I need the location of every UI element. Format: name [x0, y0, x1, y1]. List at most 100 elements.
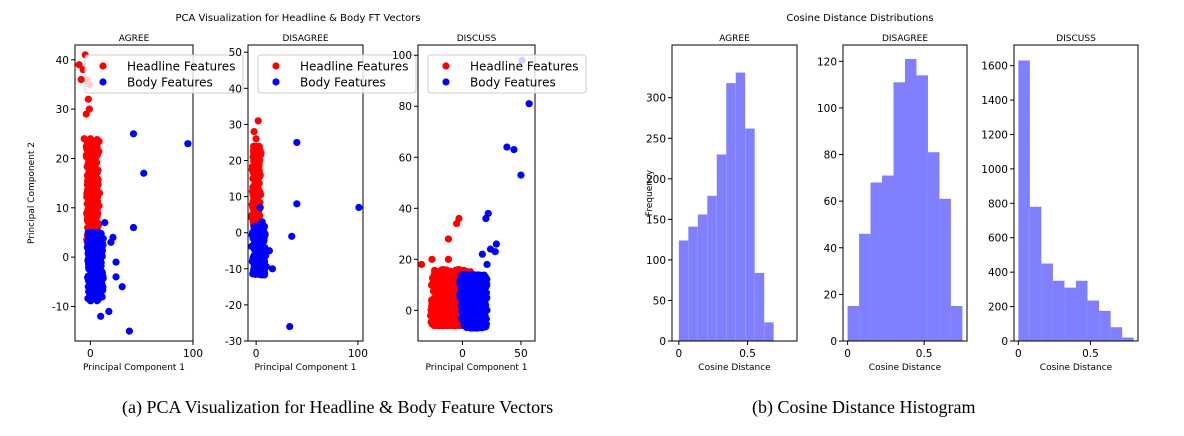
data-point: [77, 75, 85, 84]
x-tick-label: 0.5: [1082, 348, 1099, 360]
data-point: [258, 254, 267, 262]
data-point: [448, 304, 456, 312]
y-tick-label: -10: [225, 264, 242, 276]
data-point: [112, 258, 120, 266]
y-tick-label: -10: [52, 301, 69, 313]
data-point: [440, 273, 448, 281]
pca-figure-title: PCA Visualization for Headline & Body FT…: [175, 13, 420, 24]
data-point: [101, 219, 109, 227]
data-point: [258, 218, 266, 226]
y-tick-label: 120: [817, 56, 837, 68]
histogram-bar: [1087, 300, 1100, 341]
data-point: [483, 260, 491, 269]
data-point: [443, 292, 451, 300]
y-tick-label: -20: [225, 300, 242, 312]
data-point: [254, 148, 262, 156]
y-tick-label: 100: [817, 103, 837, 115]
data-point: [461, 278, 469, 286]
histogram-bar: [697, 214, 708, 341]
legend-marker: [99, 62, 107, 70]
x-axis-label: Cosine Distance: [869, 363, 942, 373]
data-point: [97, 259, 105, 267]
data-point: [442, 299, 450, 308]
data-point: [253, 229, 261, 237]
y-tick-label: 1200: [981, 129, 1008, 141]
y-axis-label: Principal Component 2: [27, 142, 37, 244]
subplot-title: DISCUSS: [457, 34, 497, 44]
x-tick-label: 100: [183, 348, 203, 360]
data-point: [437, 320, 445, 328]
data-point: [98, 269, 106, 277]
data-point: [450, 275, 458, 284]
data-point: [441, 280, 449, 288]
data-point: [89, 150, 97, 159]
legend-label: Body Features: [127, 76, 213, 90]
y-tick-label: 10: [229, 192, 242, 204]
histogram-bar: [939, 198, 951, 341]
y-tick-label: 300: [646, 93, 666, 105]
data-point: [503, 143, 511, 151]
y-tick-label: 0: [830, 336, 837, 348]
data-point: [97, 237, 106, 245]
data-point: [89, 294, 97, 302]
y-tick-label: 80: [824, 150, 837, 162]
data-point: [470, 272, 478, 280]
data-point: [140, 169, 148, 177]
legend-marker: [272, 78, 280, 86]
data-point: [86, 207, 94, 215]
y-tick-label: 800: [988, 198, 1008, 210]
data-point: [478, 297, 486, 305]
histogram-bar: [1064, 287, 1076, 341]
x-tick-label: 0: [1015, 348, 1022, 360]
data-point: [254, 155, 263, 163]
y-tick-label: 200: [646, 174, 666, 186]
data-point: [446, 315, 454, 323]
data-point: [474, 317, 482, 326]
histogram-bar: [893, 82, 905, 341]
data-point: [473, 292, 482, 300]
x-tick-label: 0: [676, 348, 683, 360]
x-axis-label: Principal Component 1: [425, 363, 527, 373]
axes-frame: [74, 44, 194, 342]
histogram-bar: [1052, 280, 1065, 341]
data-point: [88, 140, 97, 148]
histogram-bar: [707, 195, 717, 341]
data-point: [84, 250, 92, 258]
data-point: [92, 179, 101, 187]
series-body: [248, 138, 363, 331]
data-point: [85, 255, 93, 263]
y-tick-label: 40: [56, 55, 69, 67]
legend-label: Body Features: [300, 76, 386, 90]
caption-b: (b) Cosine Distance Histogram: [752, 397, 976, 417]
data-point: [478, 250, 486, 258]
legend-label: Headline Features: [470, 60, 578, 74]
data-point: [455, 214, 463, 223]
data-point: [75, 61, 83, 69]
plot-area: [248, 117, 363, 331]
x-tick-label: 0.5: [739, 348, 756, 360]
data-point: [254, 117, 262, 125]
histogram-bar: [927, 152, 940, 341]
data-point: [476, 282, 484, 290]
series-body: [83, 130, 192, 335]
data-point: [253, 190, 261, 199]
y-tick-label: 50: [229, 47, 242, 59]
data-point: [482, 214, 490, 223]
axes-frame: [671, 44, 798, 342]
data-point: [112, 273, 120, 281]
data-point: [428, 255, 436, 263]
y-tick-label: 20: [399, 254, 412, 266]
legend-box: [427, 54, 587, 94]
data-point: [93, 248, 101, 256]
legend-label: Body Features: [470, 76, 556, 90]
panel-3: 0 0.5 0 50 100 150 200 250 300 AGREE Cosine Distan…: [645, 34, 798, 373]
data-point: [94, 275, 102, 283]
y-tick-label: 400: [988, 267, 1008, 279]
series-body: [455, 56, 533, 332]
plot-area: [418, 56, 533, 332]
data-point: [97, 231, 105, 239]
histogram-bar: [882, 175, 894, 341]
y-tick-label: 1400: [981, 95, 1008, 107]
axes-frame: [417, 44, 536, 342]
histogram-bar: [745, 128, 755, 341]
